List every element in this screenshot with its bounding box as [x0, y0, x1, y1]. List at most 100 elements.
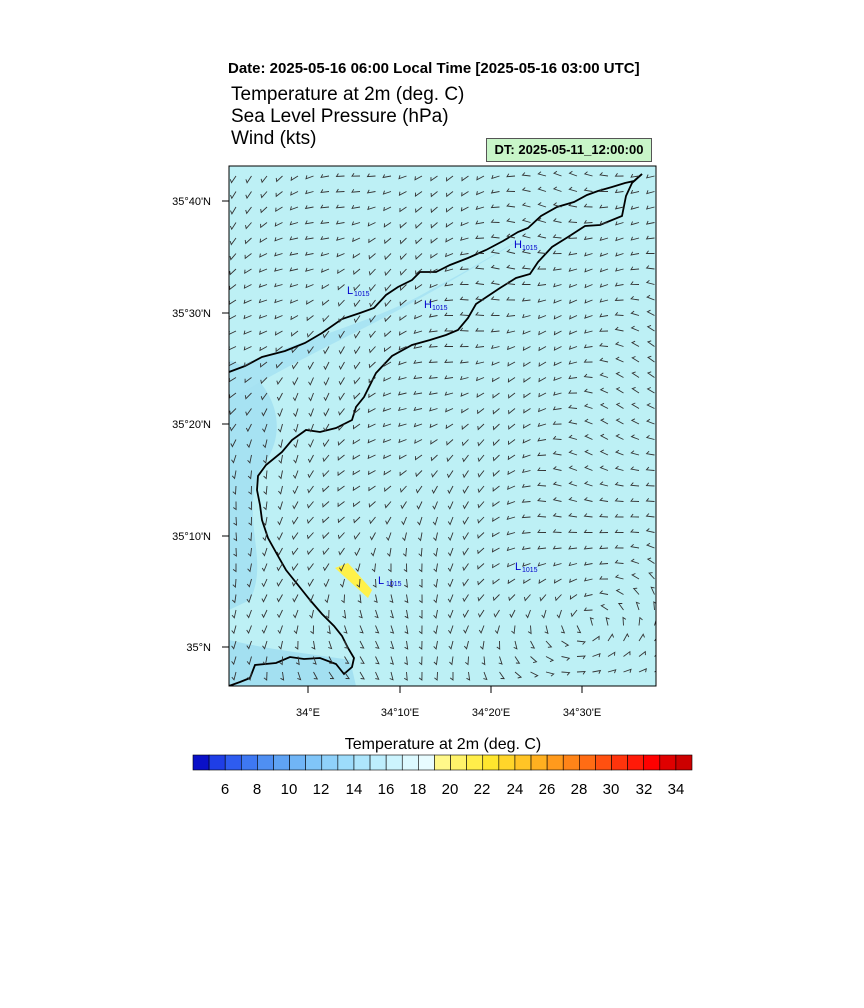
wind-barb	[305, 190, 314, 195]
wind-barb	[630, 189, 640, 194]
wind-barb	[384, 284, 392, 292]
cool-shading-south	[229, 640, 356, 686]
wind-barb	[359, 671, 365, 680]
wind-barb	[367, 439, 376, 444]
wind-barb	[353, 361, 361, 370]
wind-barb	[336, 236, 345, 241]
wind-barb	[384, 268, 392, 276]
wind-barb	[646, 371, 655, 378]
lat-label: 35°20'N	[172, 419, 211, 431]
wind-barb	[599, 357, 609, 363]
wind-barb	[368, 485, 376, 492]
wind-barb	[615, 236, 624, 242]
wind-barb	[553, 361, 562, 367]
wind-barb	[521, 530, 531, 534]
colorbar-swatch	[321, 754, 339, 771]
colorbar-tick-label: 12	[313, 781, 330, 798]
wind-barb	[583, 577, 593, 582]
wind-barb	[645, 434, 655, 440]
wind-barb	[385, 516, 392, 525]
wind-barb	[461, 439, 469, 447]
wind-barb	[645, 220, 655, 225]
wind-barb	[599, 252, 609, 257]
wind-barb	[261, 578, 268, 588]
wind-barb	[357, 594, 362, 604]
wind-barb	[323, 578, 330, 588]
wind-barb	[338, 346, 345, 355]
wind-barb	[506, 531, 516, 536]
wind-barb	[258, 268, 268, 273]
wind-barb	[433, 625, 438, 635]
wind-barb	[615, 433, 624, 440]
wind-barb	[645, 498, 655, 502]
wind-barb	[491, 361, 500, 366]
wind-barb	[507, 454, 516, 461]
wind-barb	[399, 315, 407, 321]
wind-barb	[553, 562, 562, 567]
wind-barb	[537, 545, 547, 550]
lon-label: 34°10'E	[381, 707, 419, 719]
wind-barb	[321, 284, 330, 290]
wind-barb	[561, 671, 571, 676]
wind-barb	[615, 221, 624, 226]
wind-barb	[630, 281, 640, 285]
wind-barb	[337, 284, 345, 291]
wind-barb	[278, 454, 283, 464]
wind-barb	[413, 329, 423, 334]
colorbar-swatch	[546, 754, 564, 771]
wind-barb	[449, 656, 454, 666]
colorbar-tick-label: 20	[442, 781, 459, 798]
wind-barb	[583, 481, 593, 487]
wind-barb	[276, 563, 283, 572]
wind-barb	[415, 454, 423, 461]
wind-barb	[615, 356, 624, 363]
wind-barb	[444, 252, 454, 258]
wind-barb	[353, 501, 361, 508]
colorbar-swatch	[450, 754, 467, 771]
wind-barb	[521, 498, 531, 503]
wind-barb	[233, 516, 238, 526]
wind-barb	[275, 346, 283, 353]
wind-barb	[506, 296, 516, 301]
wind-barb	[244, 268, 252, 275]
wind-barb	[568, 465, 578, 471]
wind-barb	[335, 204, 345, 209]
wind-barb	[623, 668, 632, 673]
wind-barb	[490, 219, 500, 223]
wind-barb	[325, 609, 330, 619]
wind-barb	[229, 237, 237, 246]
wind-barb	[477, 578, 485, 586]
wind-barb	[506, 563, 516, 568]
wind-barb	[306, 330, 314, 338]
colorbar-swatch	[257, 754, 274, 771]
wind-barb	[374, 609, 379, 619]
wind-barb	[492, 470, 500, 477]
colorbar-swatch	[514, 754, 532, 771]
wind-barb	[654, 618, 656, 626]
wind-barb	[353, 299, 361, 308]
wind-barb	[338, 377, 345, 386]
wind-barb	[229, 268, 237, 276]
wind-barb	[537, 497, 547, 502]
wind-barb	[631, 371, 640, 378]
wind-barb	[490, 345, 500, 350]
wind-barb	[553, 283, 562, 288]
wind-barb	[261, 609, 268, 619]
wind-barb	[322, 315, 330, 323]
wind-barb	[278, 470, 283, 480]
wind-barb	[583, 388, 593, 394]
wind-barb	[290, 175, 299, 182]
wind-barb	[462, 563, 469, 572]
wind-barb	[584, 299, 593, 304]
wind-barb	[229, 408, 237, 416]
wind-barb	[583, 607, 593, 612]
wind-barb	[289, 299, 299, 304]
wind-barb	[599, 513, 609, 518]
wind-barb	[382, 392, 392, 397]
wind-barb	[305, 283, 314, 289]
wind-barb	[553, 315, 562, 320]
wind-barb	[537, 407, 547, 413]
wind-barb	[645, 235, 655, 240]
wind-barb	[523, 594, 531, 602]
wind-barb	[367, 470, 376, 476]
